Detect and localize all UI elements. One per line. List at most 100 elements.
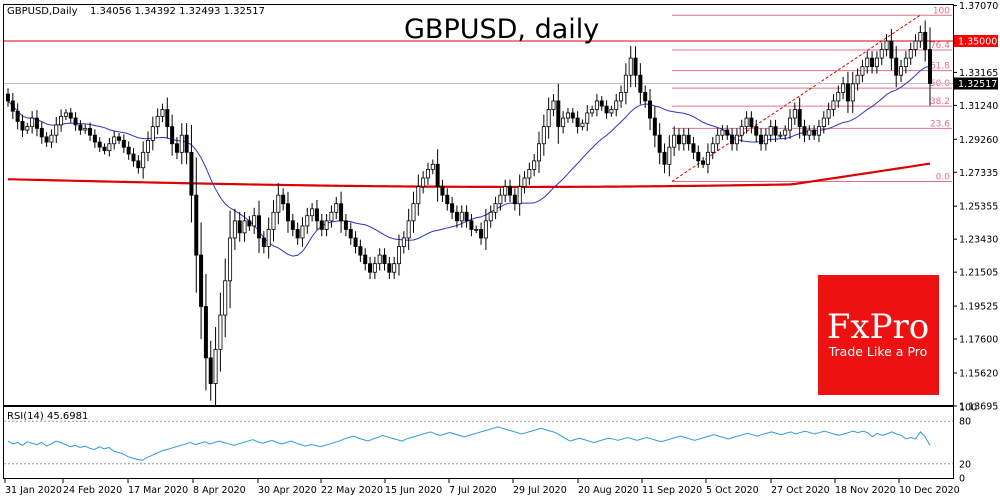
candle-body bbox=[430, 163, 435, 170]
ma-short-line bbox=[7, 65, 931, 257]
candle-body bbox=[860, 66, 865, 76]
candle-body bbox=[160, 109, 165, 117]
candle-body bbox=[392, 263, 397, 273]
candle-body bbox=[575, 117, 580, 128]
candle-body bbox=[541, 126, 546, 145]
candle-body bbox=[836, 91, 841, 102]
candle-body bbox=[271, 211, 276, 230]
time-tick-label: 20 Aug 2020 bbox=[578, 485, 639, 496]
candle-body bbox=[78, 124, 83, 131]
candle-body bbox=[237, 220, 242, 234]
candle-body bbox=[672, 134, 677, 148]
candle-body bbox=[918, 32, 923, 42]
candle-body bbox=[585, 112, 590, 124]
candle-body bbox=[39, 127, 44, 138]
candle-body bbox=[855, 74, 860, 85]
rsi-line bbox=[7, 426, 931, 461]
candle-body bbox=[720, 129, 725, 136]
candle-body bbox=[295, 229, 300, 239]
fib-level-label: 61.8 bbox=[930, 62, 950, 72]
candle-body bbox=[450, 203, 455, 213]
candle-body bbox=[435, 163, 440, 187]
candle-body bbox=[324, 220, 329, 230]
candle-body bbox=[517, 186, 522, 205]
time-tick-label: 15 Jun 2020 bbox=[385, 485, 442, 496]
time-tick-label: 30 Apr 2020 bbox=[258, 485, 317, 496]
candle-body bbox=[903, 57, 908, 68]
time-tick-label: 17 Mar 2020 bbox=[128, 485, 188, 496]
candle-body bbox=[218, 314, 223, 350]
candle-body bbox=[623, 74, 628, 93]
candle-body bbox=[372, 263, 377, 273]
candle-body bbox=[565, 112, 570, 119]
time-tick-label: 8 Apr 2020 bbox=[193, 485, 246, 496]
candle-body bbox=[821, 117, 826, 128]
candle-body bbox=[841, 83, 846, 93]
candle-body bbox=[421, 177, 426, 187]
candle-body bbox=[425, 169, 430, 179]
candle-body bbox=[923, 32, 928, 50]
candle-body bbox=[310, 208, 315, 217]
candle-body bbox=[213, 348, 218, 384]
candle-body bbox=[744, 117, 749, 128]
candle-body bbox=[314, 208, 319, 222]
candle-body bbox=[498, 194, 503, 205]
candle-body bbox=[382, 254, 387, 265]
candle-body bbox=[223, 280, 228, 316]
candle-body bbox=[377, 254, 382, 265]
candle-body bbox=[25, 126, 30, 131]
candle-body bbox=[184, 134, 189, 153]
candle-body bbox=[348, 229, 353, 239]
candle-body bbox=[242, 220, 247, 234]
candle-body bbox=[561, 117, 566, 128]
candle-body bbox=[845, 83, 850, 102]
last-price-label: 1.32517 bbox=[958, 79, 997, 90]
candle-body bbox=[343, 220, 348, 230]
candle-body bbox=[34, 117, 39, 129]
candle-body bbox=[696, 151, 701, 162]
fib-level-label: 100 bbox=[933, 6, 950, 16]
candle-body bbox=[300, 225, 305, 239]
time-tick-label: 22 May 2020 bbox=[321, 485, 383, 496]
candle-body bbox=[788, 117, 793, 131]
candle-body bbox=[20, 121, 25, 131]
candle-body bbox=[705, 151, 710, 165]
candle-body bbox=[865, 57, 870, 68]
time-tick-label: 10 Dec 2020 bbox=[899, 485, 960, 496]
candle-body bbox=[228, 237, 233, 282]
candle-body bbox=[257, 215, 262, 239]
rsi-title: RSI(14) 45.6981 bbox=[7, 411, 88, 422]
candle-body bbox=[208, 357, 213, 384]
candle-body bbox=[199, 254, 204, 307]
candle-body bbox=[546, 109, 551, 128]
candle-body bbox=[411, 203, 416, 222]
candle-body bbox=[285, 203, 290, 222]
candle-body bbox=[117, 136, 122, 141]
candle-body bbox=[657, 134, 662, 153]
candle-body bbox=[281, 194, 286, 205]
candle-body bbox=[928, 49, 933, 84]
time-tick-label: 24 Feb 2020 bbox=[63, 485, 122, 496]
candle-body bbox=[590, 109, 595, 114]
candle-body bbox=[10, 100, 15, 112]
price-tick-label: 1.33165 bbox=[959, 68, 998, 79]
candle-body bbox=[884, 40, 889, 50]
candle-body bbox=[889, 40, 894, 59]
candle-body bbox=[15, 110, 20, 122]
candle-body bbox=[73, 117, 78, 126]
candle-body bbox=[599, 100, 604, 107]
candle-body bbox=[174, 143, 179, 153]
fxpro-logo: FxPro Trade Like a Pro bbox=[818, 275, 939, 395]
candle-body bbox=[773, 126, 778, 136]
candle-body bbox=[527, 169, 532, 179]
candle-body bbox=[754, 126, 759, 136]
candle-body bbox=[54, 124, 59, 136]
candle-body bbox=[826, 109, 831, 119]
resistance-price-label: 1.35000 bbox=[958, 36, 997, 47]
candle-body bbox=[121, 139, 126, 148]
candle-body bbox=[710, 143, 715, 153]
candle-body bbox=[305, 215, 310, 227]
